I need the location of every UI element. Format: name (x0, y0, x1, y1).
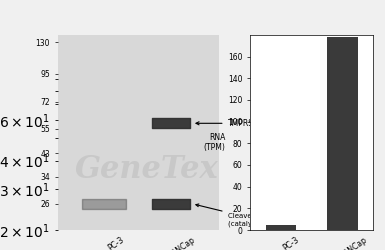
Text: GeneTex: GeneTex (74, 154, 218, 186)
Bar (327, 37, 358, 230)
Y-axis label: RNA
(TPM): RNA (TPM) (203, 132, 225, 152)
Text: Cleaved TMPRSS2
(catalytic chain): Cleaved TMPRSS2 (catalytic chain) (196, 204, 290, 227)
FancyBboxPatch shape (74, 35, 203, 230)
Text: TMPRSS2: TMPRSS2 (196, 119, 263, 128)
Bar (266, 224, 296, 230)
